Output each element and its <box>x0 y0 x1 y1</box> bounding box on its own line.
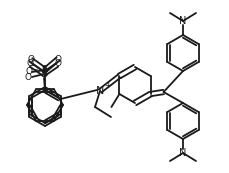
Text: S: S <box>42 65 48 75</box>
Text: O: O <box>25 67 33 76</box>
Text: N: N <box>179 16 187 26</box>
Text: O: O <box>55 54 62 63</box>
Text: O: O <box>27 56 35 65</box>
Text: S: S <box>41 69 48 79</box>
Text: N: N <box>179 148 187 158</box>
Text: O: O <box>25 72 32 81</box>
Text: O: O <box>55 60 62 69</box>
Text: −: − <box>30 61 36 71</box>
Text: +: + <box>104 81 112 90</box>
Text: N: N <box>96 86 104 96</box>
Text: −: − <box>31 66 37 75</box>
Text: O: O <box>27 60 33 69</box>
